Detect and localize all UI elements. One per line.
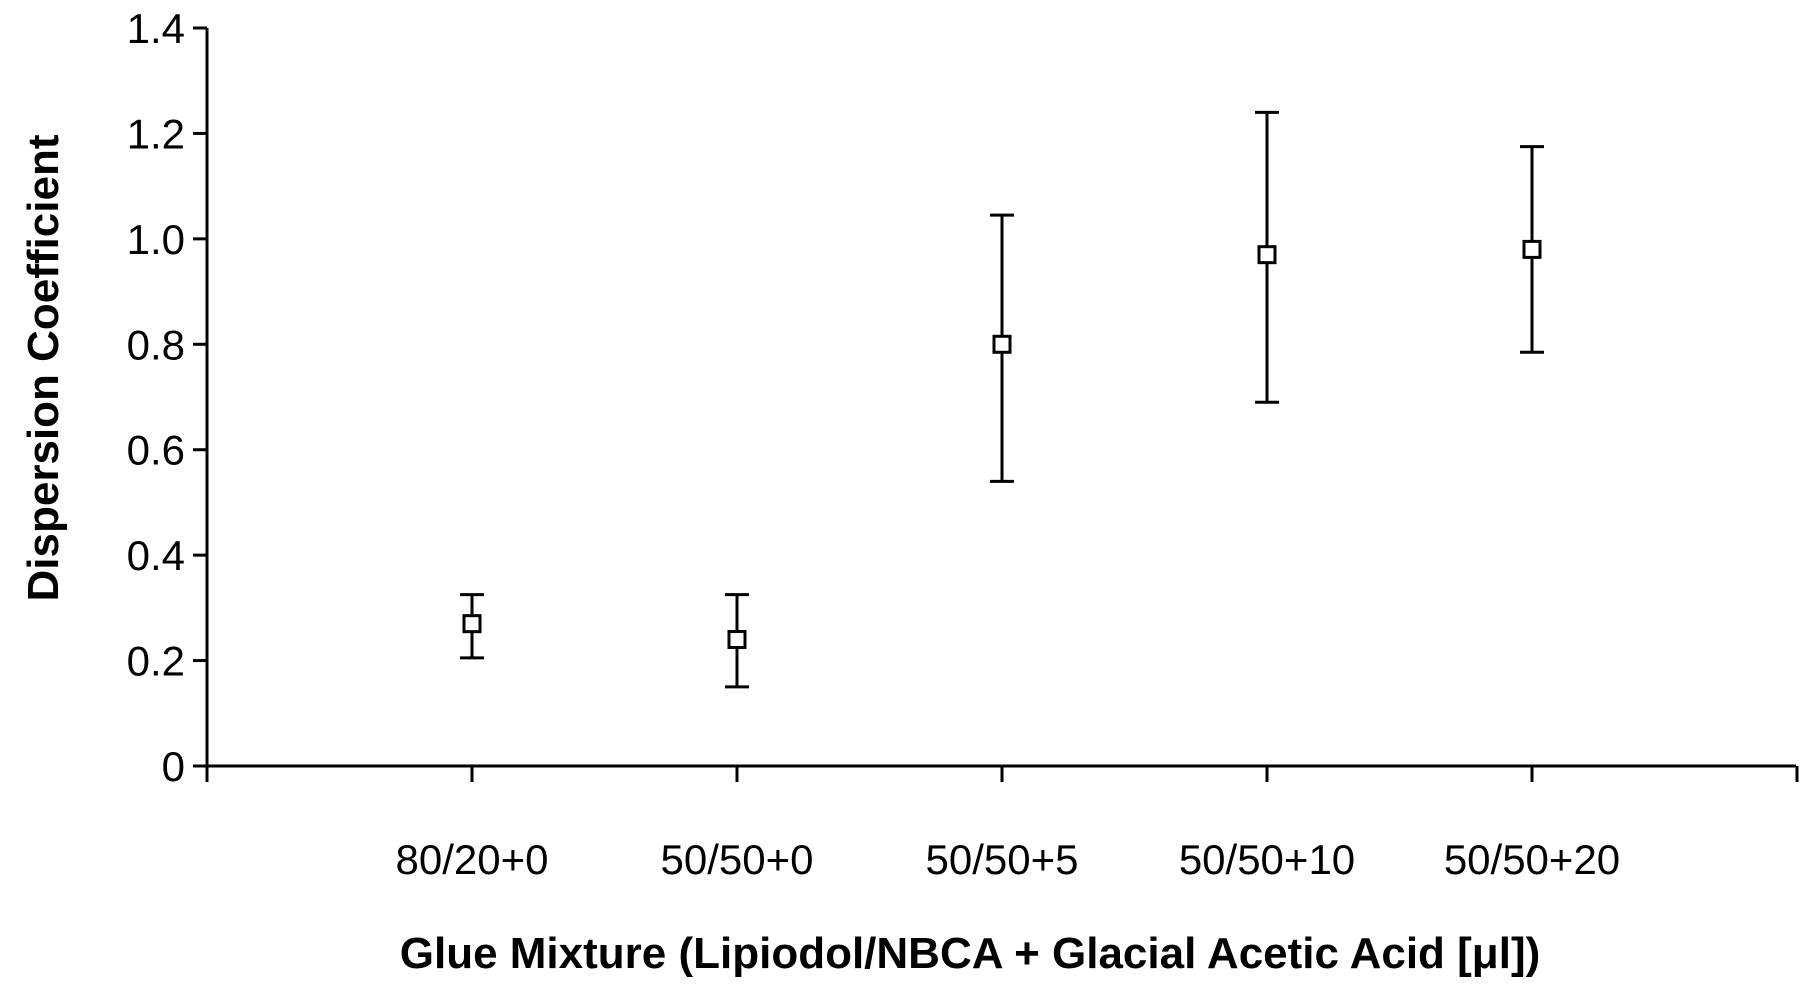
y-axis-title: Dispersion Coefficient: [19, 134, 68, 601]
data-point: [1520, 145, 1544, 354]
square-marker: [462, 614, 482, 634]
y-tick-label: 0.6: [127, 427, 185, 474]
data-point: [990, 213, 1014, 483]
square-marker: [992, 334, 1012, 354]
y-tick-label: 0.2: [127, 638, 185, 685]
square-marker: [1257, 245, 1277, 265]
x-tick-label: 50/50+5: [926, 836, 1079, 883]
data-point: [725, 593, 749, 689]
y-tick-label: 0: [162, 743, 185, 790]
y-tick-label: 1.2: [127, 110, 185, 157]
x-tick-label: 80/20+0: [396, 836, 549, 883]
x-axis-title: Glue Mixture (Lipiodol/NBCA + Glacial Ac…: [400, 929, 1541, 978]
y-tick-label: 1.0: [127, 216, 185, 263]
x-tick-label: 50/50+0: [661, 836, 814, 883]
data-point: [1255, 110, 1279, 404]
x-tick-label: 50/50+10: [1179, 836, 1355, 883]
square-marker: [727, 629, 747, 649]
y-tick-label: 0.8: [127, 321, 185, 368]
data-series: [460, 110, 1544, 689]
x-axis: 80/20+0 50/50+0 50/50+5 50/50+10 50/50+20: [205, 764, 1799, 883]
square-marker: [1522, 239, 1542, 259]
x-tick-label: 50/50+20: [1444, 836, 1620, 883]
y-tick-label: 0.4: [127, 532, 185, 579]
y-axis: 0 0.2 0.4 0.6 0.8 1.0 1.2 1.4: [127, 5, 209, 790]
y-tick-label: 1.4: [127, 5, 185, 52]
data-point: [460, 593, 484, 660]
